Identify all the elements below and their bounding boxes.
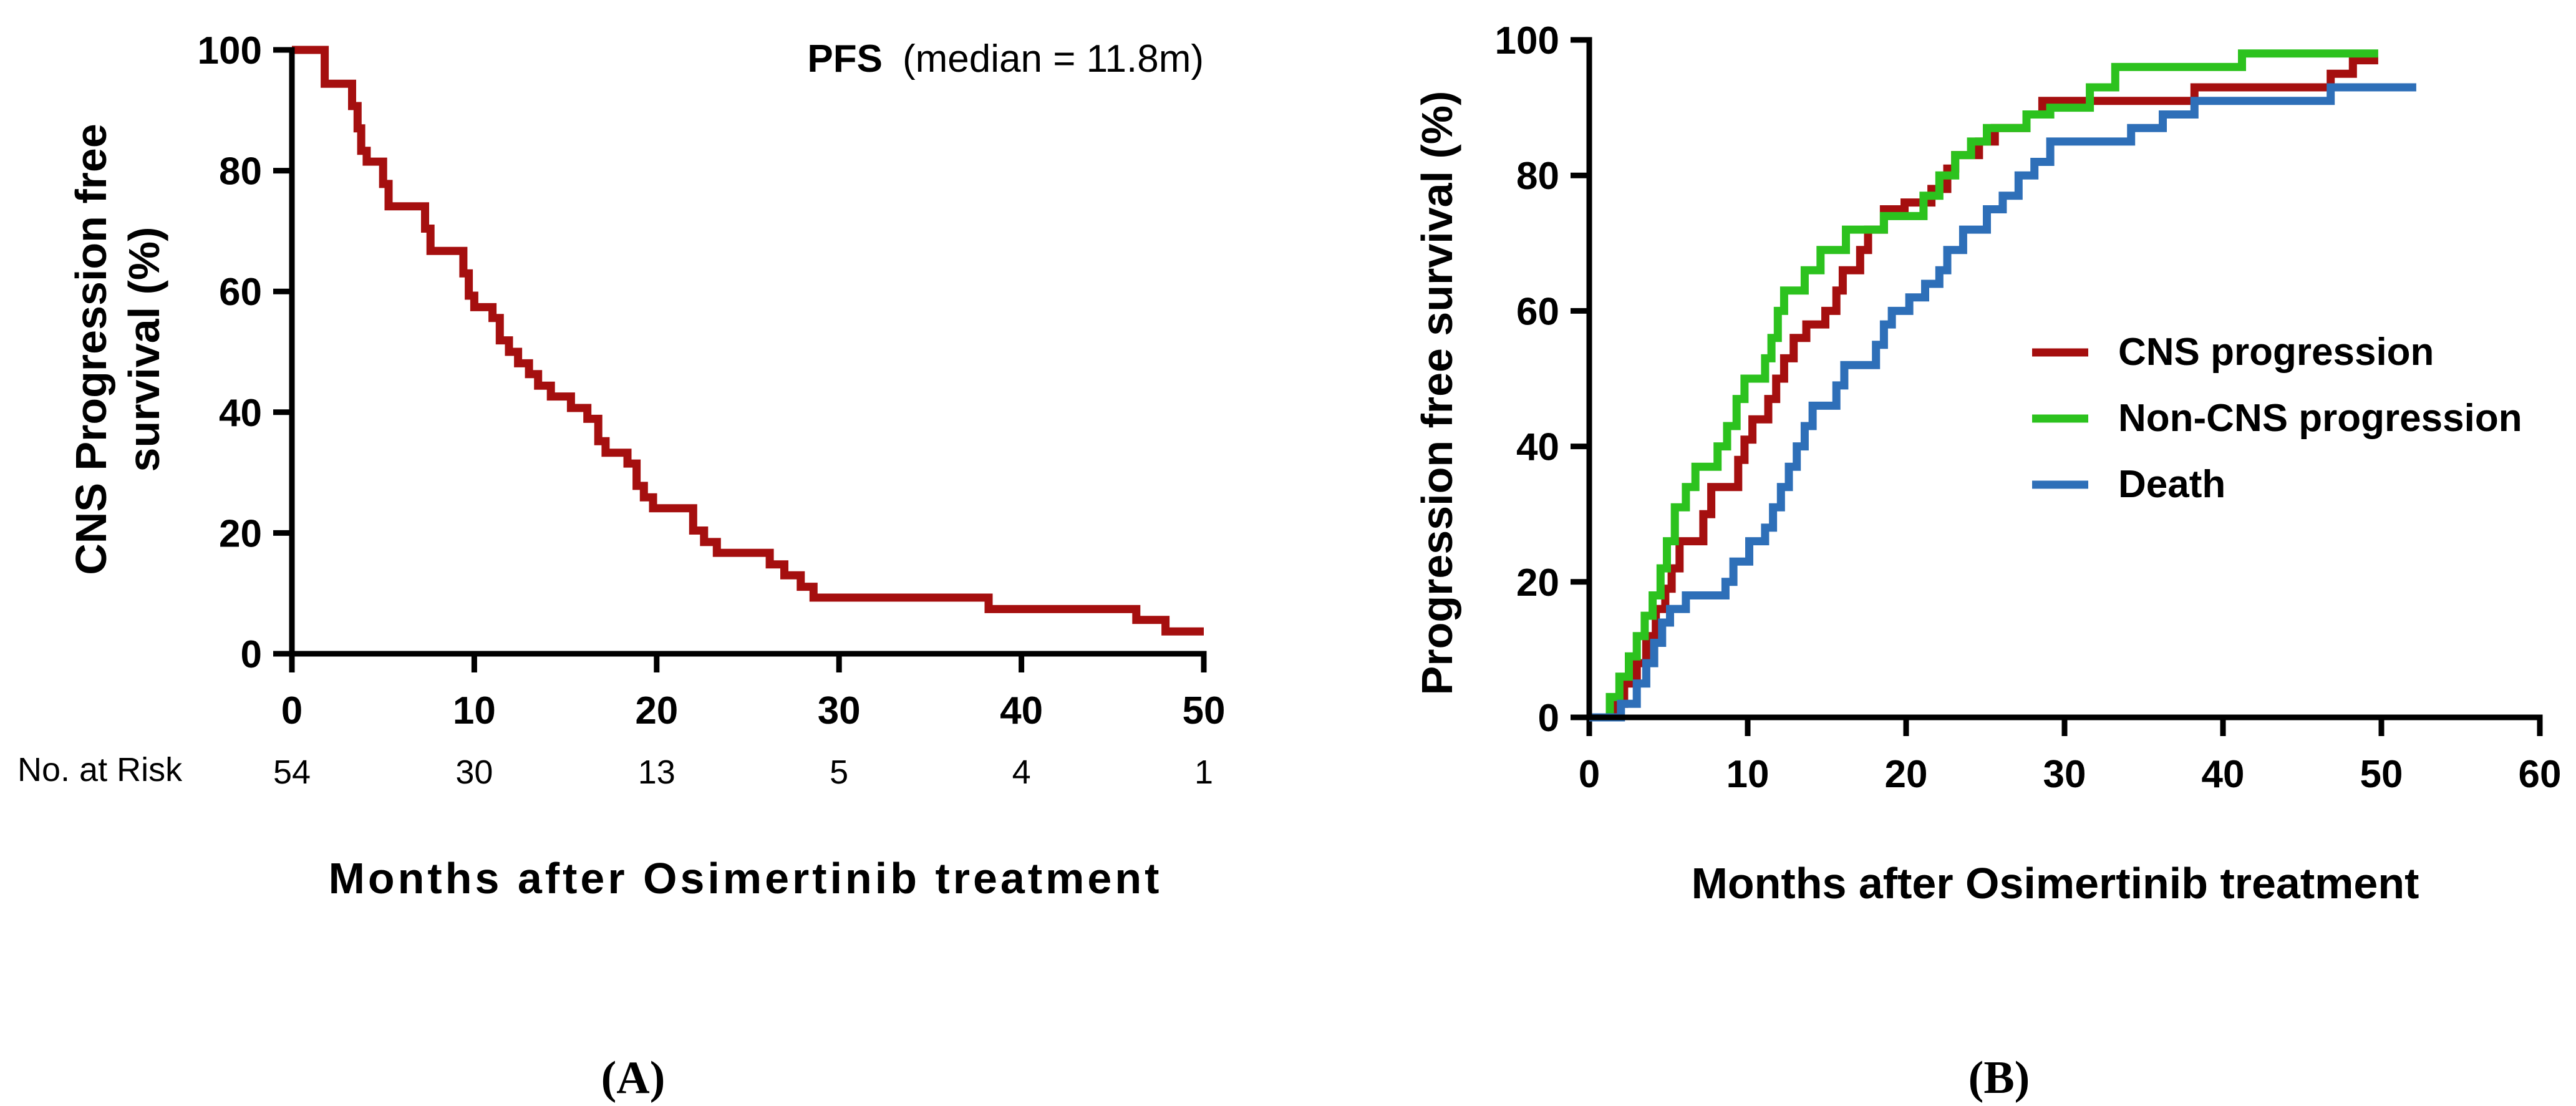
panel-b-label: (B) xyxy=(1968,1052,2030,1104)
x-tick-label: 50 xyxy=(2360,753,2403,796)
x-tick-label: 10 xyxy=(1726,753,1770,796)
x-tick-label: 20 xyxy=(635,689,678,732)
x-tick-label: 30 xyxy=(2043,753,2086,796)
y-tick-label: 60 xyxy=(1516,290,1559,333)
annotation-pfs: PFS xyxy=(807,37,883,80)
risk-table: 54 30 13 5 4 1 xyxy=(273,754,1213,791)
panel-a-label: (A) xyxy=(601,1052,666,1104)
legend-label: Non-CNS progression xyxy=(2118,397,2522,440)
panel-b-curves xyxy=(1589,49,2416,722)
panel-a-ylabel-line1: CNS Progression free xyxy=(67,124,115,575)
x-tick-label: 20 xyxy=(1885,753,1928,796)
panel-b-x-ticks: 0 10 20 30 40 50 60 xyxy=(1579,717,2562,796)
series-line-cns-pfs xyxy=(292,46,1204,636)
risk-table-label: No. at Risk xyxy=(17,751,183,788)
x-tick-label: 30 xyxy=(818,689,861,732)
series-line-death xyxy=(1589,83,2416,722)
panel-b-legend: CNS progression Non-CNS progression Death xyxy=(2032,331,2522,506)
y-tick-label: 0 xyxy=(1538,697,1559,740)
risk-count: 1 xyxy=(1194,754,1213,791)
y-tick-label: 0 xyxy=(241,633,262,676)
panel-a-xlabel: Months after Osimertinib treatment xyxy=(329,854,1163,903)
panel-b: Progression free survival (%) 0 20 40 60 80 1… xyxy=(1413,19,2561,1104)
x-tick-label: 0 xyxy=(281,689,303,732)
risk-count: 30 xyxy=(455,754,493,791)
panel-b-y-ticks: 0 20 40 60 80 100 xyxy=(1495,19,1589,740)
y-tick-label: 20 xyxy=(219,512,262,555)
x-tick-label: 10 xyxy=(453,689,496,732)
x-tick-label: 50 xyxy=(1183,689,1226,732)
legend-label: CNS progression xyxy=(2118,331,2434,374)
risk-count: 13 xyxy=(638,754,675,791)
panel-b-ylabel: Progression free survival (%) xyxy=(1413,91,1461,696)
panel-b-xlabel: Months after Osimertinib treatment xyxy=(1692,859,2419,908)
y-tick-label: 20 xyxy=(1516,561,1559,604)
panel-a-curves xyxy=(292,46,1204,636)
y-tick-label: 80 xyxy=(1516,155,1559,198)
risk-count: 54 xyxy=(273,754,311,791)
panel-a-x-ticks: 0 10 20 30 40 50 xyxy=(281,654,1226,732)
risk-count: 5 xyxy=(830,754,848,791)
risk-count: 4 xyxy=(1012,754,1031,791)
x-tick-label: 40 xyxy=(2202,753,2245,796)
panel-a: PFS (median = 11.8m) CNS Progression fre… xyxy=(17,29,1225,1104)
x-tick-label: 0 xyxy=(1579,753,1600,796)
y-tick-label: 80 xyxy=(219,150,262,193)
series-line-cns-progression xyxy=(1589,56,2378,722)
y-tick-label: 100 xyxy=(1495,19,1559,62)
x-tick-label: 60 xyxy=(2519,753,2562,796)
y-tick-label: 100 xyxy=(198,29,262,72)
series-line-non-cns-progression xyxy=(1589,49,2378,722)
panel-a-annotation: PFS (median = 11.8m) xyxy=(807,37,1204,80)
legend-label: Death xyxy=(2118,463,2225,506)
x-tick-label: 40 xyxy=(1000,689,1043,732)
y-tick-label: 40 xyxy=(219,392,262,435)
y-tick-label: 40 xyxy=(1516,426,1559,469)
panel-a-ylabel-line2: survival (%) xyxy=(120,227,168,472)
annotation-median: (median = 11.8m) xyxy=(903,37,1204,80)
panel-a-y-ticks: 0 20 40 60 80 100 xyxy=(198,29,292,676)
y-tick-label: 60 xyxy=(219,271,262,314)
